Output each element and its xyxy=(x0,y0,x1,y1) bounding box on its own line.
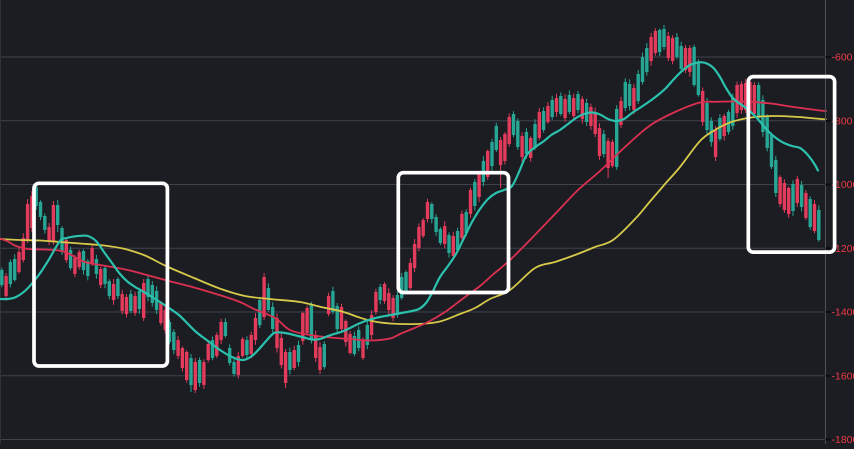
svg-text:-1600: -1600 xyxy=(832,370,854,382)
svg-text:-600: -600 xyxy=(832,52,853,64)
svg-text:-1400: -1400 xyxy=(832,307,854,319)
svg-text:-1800: -1800 xyxy=(832,434,854,444)
